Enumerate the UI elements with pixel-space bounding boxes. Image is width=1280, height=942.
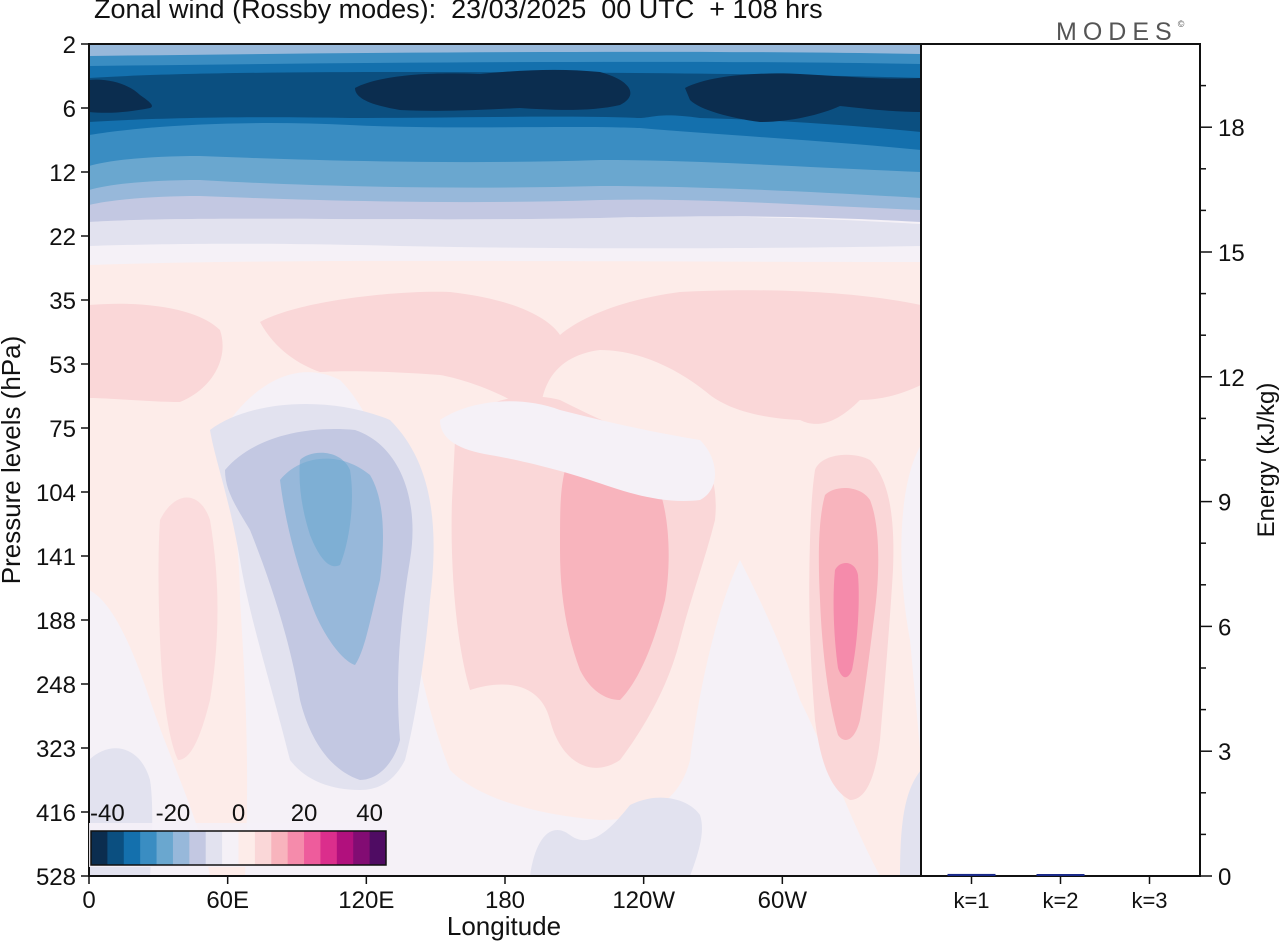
colorbar-label: -20: [156, 800, 191, 827]
x-tick-label: 60W: [758, 887, 808, 914]
strat-band-10: [89, 44, 921, 56]
longitude-axis: 0 60E 120E 180 120W 60W: [82, 876, 807, 914]
strat-core-1: [89, 79, 152, 113]
y-tick-label: 22: [49, 224, 76, 251]
y-tick-label: 528: [36, 864, 76, 891]
colorbar-swatch: [353, 831, 371, 865]
contour-easterly-105e-4: [299, 452, 352, 567]
y-tick-label: 141: [36, 544, 76, 571]
contour-westerly-135w-2: [560, 456, 669, 700]
colorbar: -40 -20 0 20 40: [89, 800, 388, 867]
energy-tick-label: 6: [1218, 614, 1231, 641]
energy-tick-label: 9: [1218, 490, 1231, 517]
colorbar-swatch: [320, 831, 338, 865]
x-tick-label: 120E: [338, 887, 394, 914]
colorbar-swatch: [336, 831, 354, 865]
chart-title: Zonal wind (Rossby modes): 23/03/2025 00…: [94, 0, 823, 24]
energy-tick-label: 0: [1218, 864, 1231, 891]
x-axis-title: Longitude: [447, 911, 561, 941]
colorbar-swatch: [140, 831, 158, 865]
contour-upper-westerly-2: [260, 290, 921, 424]
colorbar-swatch: [238, 831, 256, 865]
x-tick-label: 180: [485, 887, 525, 914]
energy-axis-title: Energy (kJ/kg): [1253, 383, 1280, 538]
y-tick-label: 323: [36, 736, 76, 763]
strat-core-3: [685, 73, 921, 122]
energy-bars: k=1 k=2 k=3: [947, 873, 1168, 913]
energy-tick-label: 12: [1218, 365, 1245, 392]
energy-bar: [1036, 874, 1085, 876]
y-axis-title: Pressure levels (hPa): [0, 336, 26, 585]
colorbar-swatch: [205, 831, 223, 865]
colorbar-swatch: [107, 831, 125, 865]
contour-westerly-30w-3: [833, 563, 859, 678]
energy-bar: [947, 873, 996, 876]
y-tick-label: 12: [49, 160, 76, 187]
energy-panel-frame: [920, 43, 1201, 877]
energy-category-label: k=3: [1131, 888, 1167, 913]
colorbar-swatch: [91, 831, 108, 865]
energy-axis: 0 3 6 9 12 15 18: [1200, 84, 1245, 891]
modes-logo: MODES©: [1056, 18, 1184, 47]
colorbar-label: 20: [291, 800, 318, 827]
x-tick-label: 120W: [612, 887, 675, 914]
colorbar-label: -40: [90, 800, 125, 827]
contour-upper-westerly: [89, 303, 223, 402]
logo-mark: ©: [1177, 18, 1185, 29]
colorbar-frame: [90, 830, 387, 866]
energy-category-label: k=1: [953, 888, 989, 913]
colorbar-swatch: [189, 831, 207, 865]
wind-field-contours: [89, 44, 921, 876]
y-tick-label: 6: [63, 96, 76, 123]
logo-text: MODES: [1056, 18, 1178, 46]
energy-tick-label: 3: [1218, 739, 1231, 766]
y-tick-label: 104: [36, 480, 76, 507]
colorbar-swatch: [304, 831, 321, 865]
pressure-axis: 2 6 12 22 35 53 75 104 141 188 248 323 416 528: [36, 32, 89, 891]
colorbar-label: 40: [356, 800, 383, 827]
contour-weak-easterly-west: [158, 497, 218, 760]
y-tick-label: 2: [63, 32, 76, 59]
contour-surface-easterly-2: [530, 797, 702, 876]
y-tick-label: 75: [49, 416, 76, 443]
energy-category-label: k=2: [1042, 888, 1078, 913]
colorbar-swatch: [123, 831, 141, 865]
colorbar-swatch: [222, 831, 239, 865]
y-tick-label: 248: [36, 672, 76, 699]
colorbar-swatch: [287, 831, 305, 865]
y-tick-label: 35: [49, 288, 76, 315]
y-tick-label: 53: [49, 352, 76, 379]
strat-core-2: [355, 69, 631, 111]
energy-tick-label: 18: [1218, 115, 1245, 142]
colorbar-label: 0: [232, 800, 245, 827]
x-tick-label: 60E: [206, 887, 249, 914]
contour-easterly-150w: [440, 401, 715, 501]
colorbar-swatch: [156, 831, 174, 865]
strat-band-1: [89, 216, 921, 249]
y-tick-label: 416: [36, 800, 76, 827]
colorbar-swatch: [254, 831, 272, 865]
x-tick-label: 0: [82, 887, 95, 914]
colorbar-swatch: [271, 831, 289, 865]
y-tick-label: 188: [36, 608, 76, 635]
contour-surface-easterly-3: [900, 770, 921, 876]
colorbar-swatch: [369, 831, 387, 865]
colorbar-swatch: [172, 831, 190, 865]
energy-tick-label: 15: [1218, 240, 1245, 267]
